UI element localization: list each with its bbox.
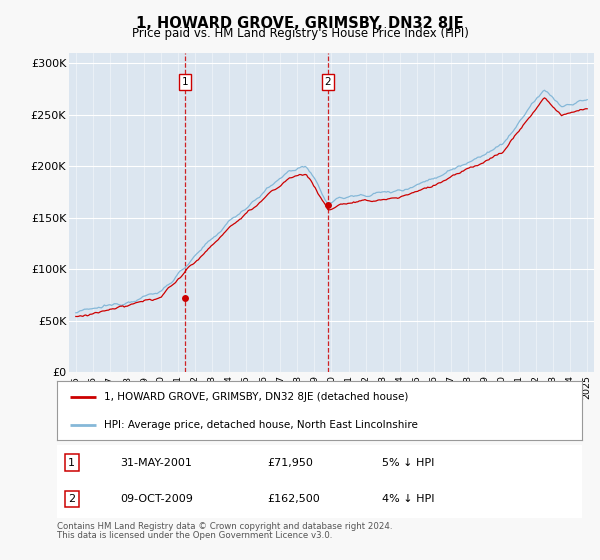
Text: 1: 1 bbox=[182, 77, 188, 87]
Text: Price paid vs. HM Land Registry's House Price Index (HPI): Price paid vs. HM Land Registry's House … bbox=[131, 27, 469, 40]
Text: This data is licensed under the Open Government Licence v3.0.: This data is licensed under the Open Gov… bbox=[57, 531, 332, 540]
Text: 2: 2 bbox=[68, 494, 75, 504]
Text: 4% ↓ HPI: 4% ↓ HPI bbox=[383, 494, 435, 504]
Text: Contains HM Land Registry data © Crown copyright and database right 2024.: Contains HM Land Registry data © Crown c… bbox=[57, 522, 392, 531]
Text: HPI: Average price, detached house, North East Lincolnshire: HPI: Average price, detached house, Nort… bbox=[104, 420, 418, 430]
Text: 1: 1 bbox=[68, 458, 75, 468]
Text: 2: 2 bbox=[325, 77, 331, 87]
Text: 31-MAY-2001: 31-MAY-2001 bbox=[120, 458, 192, 468]
Text: £71,950: £71,950 bbox=[267, 458, 313, 468]
Text: 09-OCT-2009: 09-OCT-2009 bbox=[120, 494, 193, 504]
Text: £162,500: £162,500 bbox=[267, 494, 320, 504]
Text: 5% ↓ HPI: 5% ↓ HPI bbox=[383, 458, 435, 468]
Text: 1, HOWARD GROVE, GRIMSBY, DN32 8JE (detached house): 1, HOWARD GROVE, GRIMSBY, DN32 8JE (deta… bbox=[104, 392, 409, 402]
Text: 1, HOWARD GROVE, GRIMSBY, DN32 8JE: 1, HOWARD GROVE, GRIMSBY, DN32 8JE bbox=[136, 16, 464, 31]
